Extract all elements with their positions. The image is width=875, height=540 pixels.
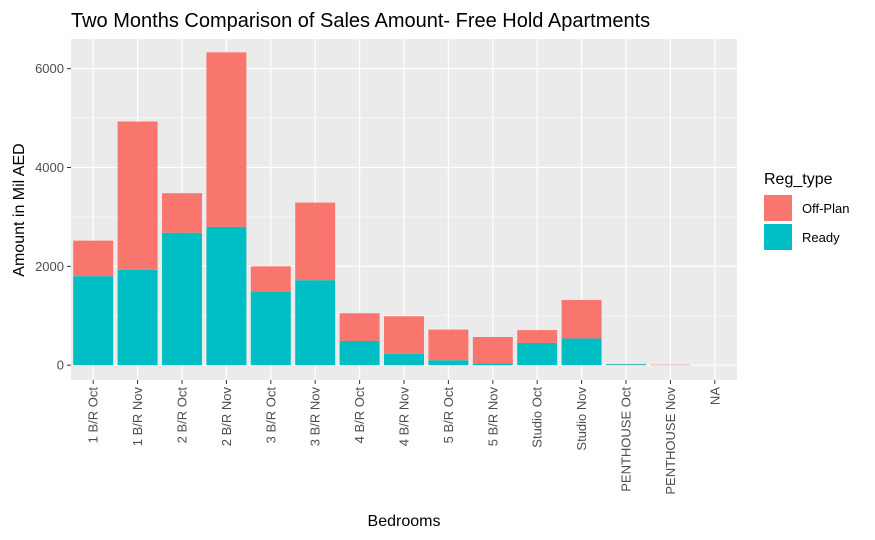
x-tick-label: 3 B/R Nov [308, 387, 323, 447]
bar-off-plan [117, 121, 158, 270]
x-tick-label: PENTHOUSE Oct [619, 387, 634, 492]
bar-off-plan [517, 330, 558, 343]
y-tick-label: 4000 [35, 160, 64, 175]
legend-off-plan-swatch [764, 195, 792, 221]
x-tick-label: 1 B/R Nov [130, 387, 145, 447]
bar-off-plan [339, 313, 380, 341]
y-axis: 0 2000 4000 6000 [35, 61, 71, 373]
bar-ready [73, 276, 114, 366]
x-tick-label: 1 B/R Oct [86, 387, 101, 444]
bar-ready [295, 280, 336, 366]
x-tick-label: 2 B/R Nov [219, 387, 234, 447]
x-tick-label: 4 B/R Nov [397, 387, 412, 447]
bar-ready [428, 360, 469, 366]
legend-ready-label: Ready [802, 230, 840, 245]
x-axis-title: Bedrooms [368, 513, 441, 530]
x-tick-label: 4 B/R Oct [352, 387, 367, 444]
y-tick-label: 6000 [35, 61, 64, 76]
x-tick-label: 3 B/R Oct [263, 387, 278, 444]
x-tick-label: 2 B/R Oct [175, 387, 190, 444]
x-tick-label: Studio Nov [574, 387, 589, 451]
bar-off-plan [206, 52, 247, 227]
bar-ready [561, 338, 602, 366]
bar-ready [384, 353, 424, 366]
bar-ready [162, 232, 202, 366]
bars-layer [73, 52, 691, 366]
y-tick-label: 0 [57, 358, 64, 373]
bar-off-plan [250, 266, 291, 293]
bar-off-plan [295, 202, 336, 281]
y-axis-title: Amount in Mil AED [11, 143, 28, 276]
x-tick-label: Studio Oct [530, 387, 545, 448]
x-tick-label: PENTHOUSE Nov [663, 387, 678, 495]
bar-ready [206, 226, 247, 366]
legend-title: Reg_type [764, 171, 833, 188]
bar-ready [517, 342, 558, 366]
bar-ready [117, 269, 158, 366]
x-axis: 1 B/R Oct 1 B/R Nov 2 B/R Oct 2 B/R Nov 3 B/… [86, 380, 722, 495]
legend-off-plan-label: Off-Plan [802, 201, 849, 216]
bar-ready [606, 364, 646, 366]
chart-title: Two Months Comparison of Sales Amount- F… [71, 10, 650, 32]
x-tick-label: 5 B/R Nov [485, 387, 500, 447]
bar-off-plan [472, 337, 513, 364]
bar-off-plan [162, 193, 202, 233]
bar-off-plan [384, 316, 424, 354]
legend-ready-swatch [764, 224, 792, 250]
bar-off-plan [73, 240, 114, 277]
legend: Reg_type Off-Plan Ready [764, 171, 849, 250]
x-tick-label: 5 B/R Oct [441, 387, 456, 444]
bar-ready [339, 340, 380, 366]
y-tick-label: 2000 [35, 259, 64, 274]
x-tick-label: NA [707, 387, 722, 405]
bar-ready [472, 363, 513, 366]
bar-off-plan [561, 299, 602, 339]
bar-ready [250, 292, 291, 366]
bar-off-plan [428, 329, 469, 361]
